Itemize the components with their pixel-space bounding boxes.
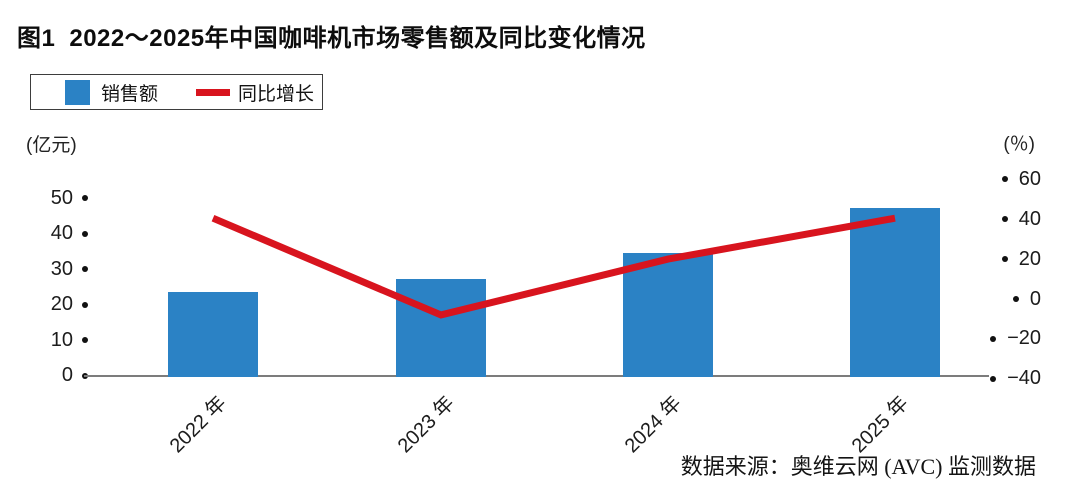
right-tick-label: 40 [1018, 207, 1041, 230]
tick-dot-icon [990, 375, 997, 382]
right-tick-0: 0 [949, 288, 1041, 310]
left-axis-unit-label: (亿元) [26, 135, 77, 156]
tick-dot-icon [82, 301, 88, 308]
legend-label-sales: 销售额 [101, 83, 159, 105]
right-axis-unit-label: (％) [1003, 134, 1035, 155]
right-tick-20: 20 [949, 248, 1041, 270]
right-tick-label: 0 [1029, 287, 1041, 310]
left-tick-50: 50 [30, 187, 88, 209]
right-tick-label: 60 [1018, 167, 1041, 190]
left-tick-label: 30 [50, 257, 73, 280]
sales-bar-2023年 [396, 279, 486, 377]
growth-line-swatch-icon [196, 88, 231, 96]
left-tick-label: 20 [50, 293, 73, 315]
figure-number-label: 图1 [17, 25, 56, 52]
left-tick-label: 40 [50, 222, 73, 244]
data-source-note: 数据来源：奥维云网 (AVC) 监测数据 [680, 454, 1036, 479]
sales-bar-swatch-icon [65, 79, 90, 105]
tick-dot-icon [1001, 256, 1008, 263]
sales-bar-2025年 [850, 208, 940, 377]
right-tick-40: 40 [949, 208, 1041, 230]
left-tick-30: 30 [30, 258, 88, 280]
right-tick-60: 60 [949, 168, 1041, 190]
legend-item-sales: 销售额 [65, 79, 158, 106]
right-tick-label: −40 [1007, 367, 1041, 390]
legend-item-growth: 同比增长 [196, 79, 314, 106]
left-tick-20: 20 [30, 293, 88, 316]
left-tick-label: 10 [50, 328, 73, 351]
tick-dot-icon [82, 266, 88, 272]
right-tick--20: −20 [949, 327, 1041, 350]
tick-dot-icon [1001, 176, 1008, 183]
legend-box: 销售额 同比增长 [30, 74, 323, 110]
figure-title-text: 2022～2025年中国咖啡机市场零售额及同比变化情况 [69, 25, 646, 52]
x-axis-label-2024年: 2024 年 [620, 392, 686, 458]
left-tick-10: 10 [30, 329, 88, 351]
legend-label-growth: 同比增长 [238, 83, 315, 105]
right-tick-label: −20 [1007, 327, 1041, 350]
x-axis-label-2025年: 2025 年 [847, 392, 913, 458]
left-tick-40: 40 [30, 222, 88, 245]
left-tick-label: 50 [50, 186, 73, 209]
tick-dot-icon [1001, 216, 1008, 223]
sales-bar-2022年 [168, 291, 258, 377]
right-tick--40: −40 [949, 367, 1041, 390]
tick-dot-icon [82, 230, 88, 237]
tick-dot-icon [990, 335, 997, 342]
left-tick-0: 0 [30, 364, 88, 387]
x-axis-label-2022年: 2022 年 [165, 392, 231, 458]
left-tick-label: 0 [61, 364, 73, 386]
sales-bar-2024年 [623, 252, 713, 377]
tick-dot-icon [1012, 296, 1019, 302]
page-title: 图1 2022～2025年中国咖啡机市场零售额及同比变化情况 [17, 18, 646, 53]
x-axis-line [84, 374, 989, 377]
growth-line [211, 214, 896, 319]
tick-dot-icon [82, 337, 88, 343]
x-axis-label-2023年: 2023 年 [393, 392, 459, 458]
right-tick-label: 20 [1018, 247, 1041, 270]
tick-dot-icon [82, 195, 88, 201]
